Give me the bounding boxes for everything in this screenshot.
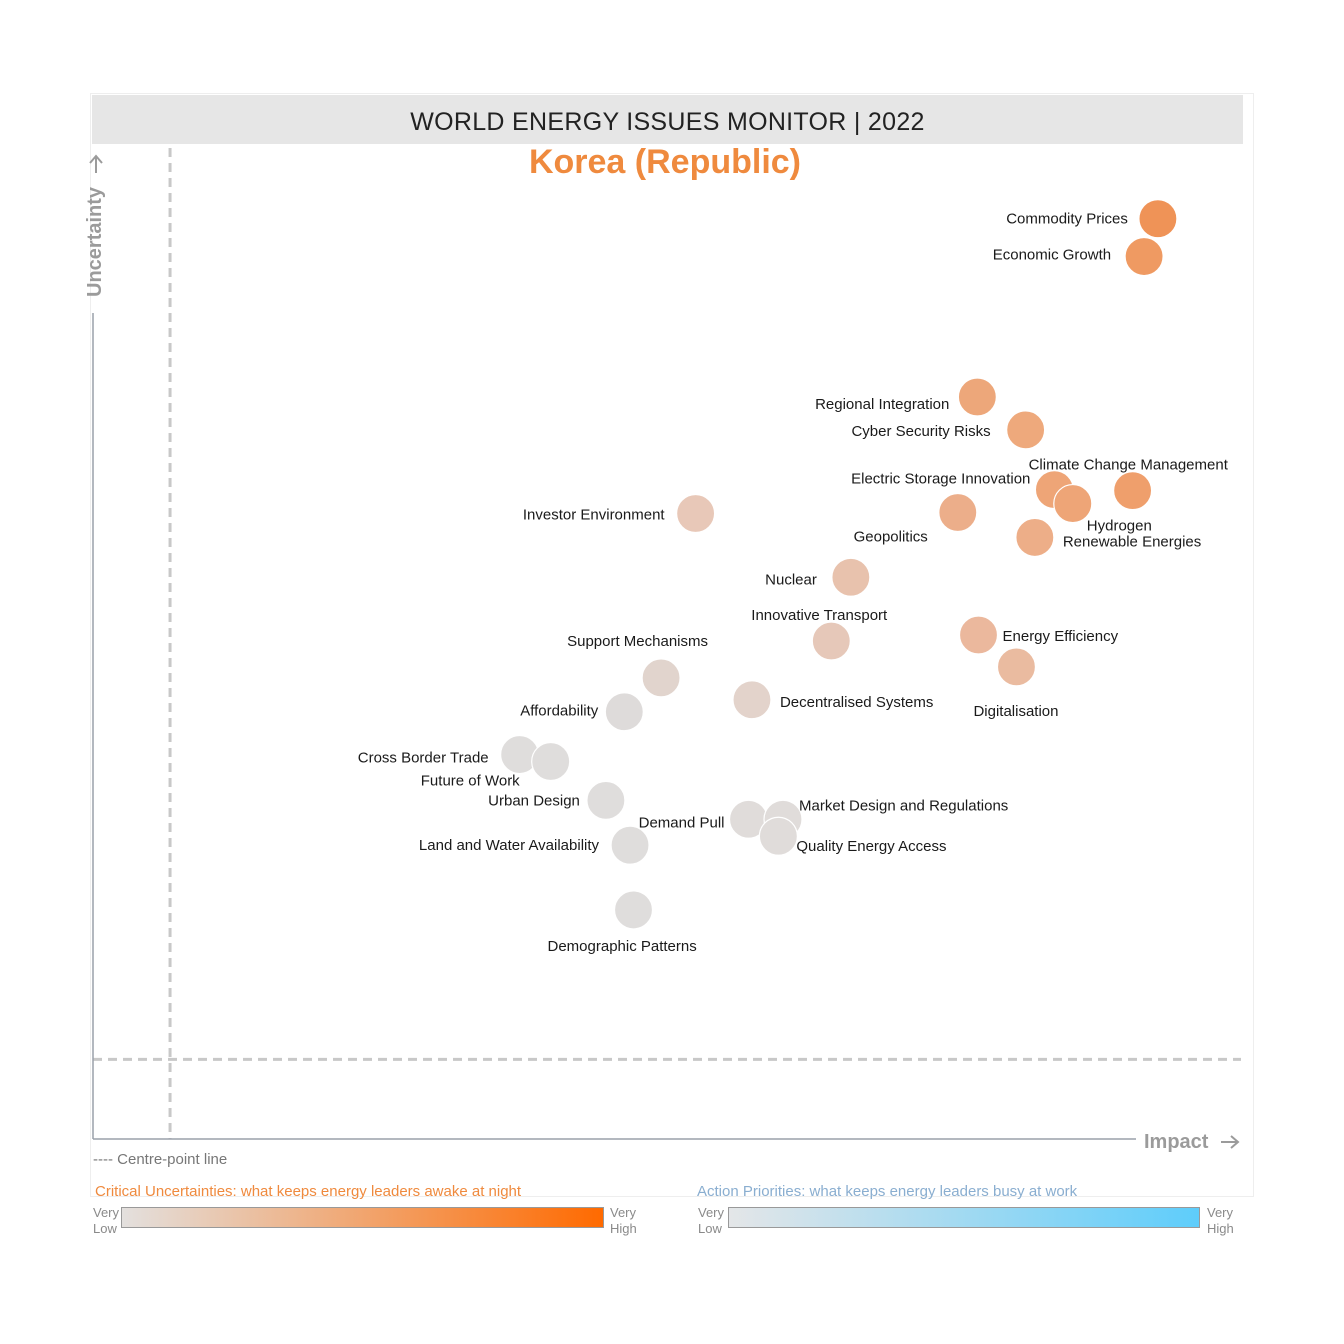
action-high-high: High — [1207, 1221, 1234, 1236]
label-renewable-energies: Renewable Energies — [1063, 533, 1201, 550]
chart-frame — [90, 93, 1254, 1197]
point-future-of-work — [531, 741, 571, 782]
label-demographic-patterns: Demographic Patterns — [548, 938, 697, 955]
axes: Impact Uncertainty — [84, 154, 1240, 1153]
point-energy-efficiency — [958, 615, 999, 655]
action-high-very: Very — [1207, 1205, 1234, 1220]
data-labels: Commodity Prices Economic Growth Regional … — [358, 211, 1229, 955]
label-hydrogen: Hydrogen — [1087, 518, 1152, 535]
point-decentralised-systems — [732, 680, 772, 720]
label-urban-design: Urban Design — [488, 792, 580, 809]
centre-point-lines — [93, 148, 1241, 1139]
centre-point-note: ---- Centre-point line — [93, 1151, 228, 1168]
point-cyber-security-risks — [1006, 410, 1046, 450]
point-urban-design — [586, 780, 626, 820]
point-regional-integration — [957, 377, 997, 417]
label-regional-integration: Regional Integration — [815, 396, 949, 413]
action-high-label: Very High — [1207, 1205, 1234, 1237]
y-axis-arrow-icon — [89, 154, 103, 173]
chart-title: WORLD ENERGY ISSUES MONITOR | 2022 — [410, 108, 925, 136]
label-cyber-security-risks: Cyber Security Risks — [851, 423, 990, 440]
title-bar — [92, 95, 1243, 144]
label-geopolitics: Geopolitics — [854, 529, 928, 546]
country-subtitle: Korea (Republic) — [528, 143, 802, 181]
label-climate-change-management: Climate Change Management — [1029, 457, 1229, 474]
point-support-mechanisms — [641, 658, 681, 698]
label-future-of-work: Future of Work — [421, 773, 520, 790]
label-decentralised-systems: Decentralised Systems — [780, 694, 933, 711]
critical-uncertainties-title: Critical Uncertainties: what keeps energ… — [95, 1183, 522, 1200]
label-affordability: Affordability — [520, 703, 599, 720]
data-points — [500, 199, 1178, 930]
label-electric-storage-innovation: Electric Storage Innovation — [851, 471, 1030, 488]
label-innovative-transport: Innovative Transport — [751, 607, 888, 624]
point-hydrogen — [1053, 483, 1093, 524]
x-axis-arrow-icon — [1221, 1135, 1240, 1149]
label-demand-pull: Demand Pull — [639, 814, 725, 831]
label-nuclear: Nuclear — [765, 571, 817, 588]
action-low-low: Low — [698, 1221, 722, 1236]
point-quality-energy-access — [758, 816, 799, 856]
point-affordability — [604, 692, 644, 732]
point-nuclear — [831, 557, 871, 597]
point-climate-change-management — [1112, 471, 1153, 511]
point-geopolitics — [938, 492, 978, 533]
label-economic-growth: Economic Growth — [993, 247, 1111, 264]
y-axis-title: Uncertainty — [84, 186, 106, 297]
label-investor-environment: Investor Environment — [523, 507, 666, 524]
action-priorities-scale — [728, 1207, 1200, 1228]
label-support-mechanisms: Support Mechanisms — [567, 633, 708, 650]
critical-low-low: Low — [93, 1221, 117, 1236]
label-cross-border-trade: Cross Border Trade — [358, 750, 489, 767]
x-axis-title: Impact — [1144, 1131, 1209, 1153]
action-priorities-title: Action Priorities: what keeps energy lea… — [697, 1183, 1078, 1200]
point-demographic-patterns — [613, 890, 654, 930]
critical-low-label: Very Low — [93, 1205, 119, 1237]
action-low-label: Very Low — [698, 1205, 724, 1237]
point-innovative-transport — [811, 621, 851, 661]
critical-high-label: Very High — [610, 1205, 637, 1237]
point-investor-environment — [675, 493, 716, 534]
label-digitalisation: Digitalisation — [973, 703, 1058, 720]
label-market-design-and-regulations: Market Design and Regulations — [799, 797, 1008, 814]
critical-high-very: Very — [610, 1205, 637, 1220]
point-economic-growth — [1124, 236, 1164, 277]
point-renewable-energies — [1015, 517, 1055, 558]
label-quality-energy-access: Quality Energy Access — [796, 838, 946, 855]
point-digitalisation — [996, 647, 1037, 687]
point-commodity-prices — [1138, 199, 1178, 239]
label-energy-efficiency: Energy Efficiency — [1003, 628, 1119, 645]
point-land-and-water-availability — [610, 825, 650, 865]
action-low-very: Very — [698, 1205, 725, 1220]
critical-high-high: High — [610, 1221, 637, 1236]
critical-uncertainties-scale — [121, 1207, 604, 1228]
critical-low-very: Very — [93, 1205, 120, 1220]
label-commodity-prices: Commodity Prices — [1006, 211, 1128, 228]
label-land-and-water-availability: Land and Water Availability — [419, 837, 600, 854]
